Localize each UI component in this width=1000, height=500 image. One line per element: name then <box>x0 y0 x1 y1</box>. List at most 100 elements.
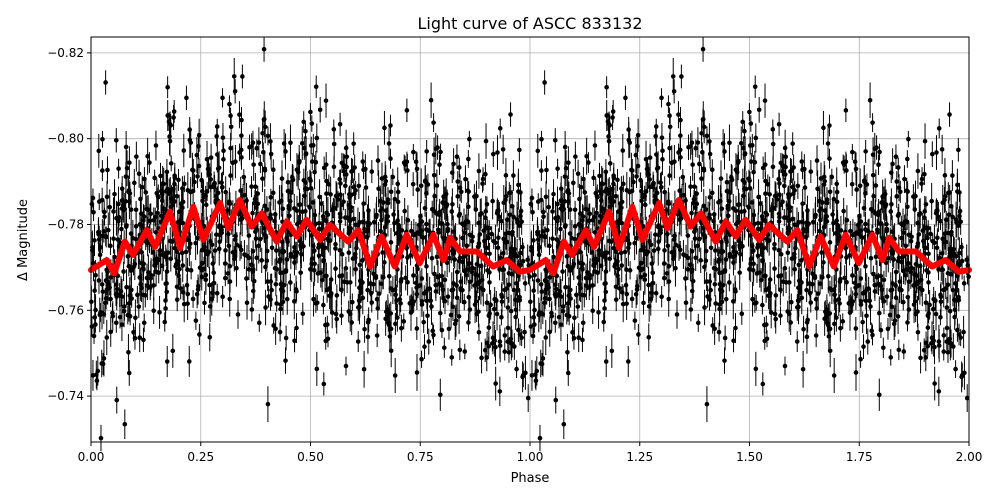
data-point <box>132 180 137 186</box>
data-point <box>723 296 729 302</box>
data-point <box>575 304 581 309</box>
data-point <box>872 289 878 294</box>
data-point <box>808 169 814 174</box>
data-point <box>795 183 801 189</box>
data-point <box>126 301 132 306</box>
data-point <box>740 178 746 183</box>
data-point <box>658 225 663 230</box>
data-point <box>382 125 387 131</box>
data-point <box>635 132 641 138</box>
data-point <box>447 255 452 261</box>
data-point <box>273 281 279 287</box>
data-point <box>207 282 212 288</box>
data-point <box>249 307 255 312</box>
data-point <box>467 136 472 142</box>
data-point <box>307 205 313 210</box>
data-point <box>280 206 286 212</box>
data-point <box>456 314 462 319</box>
data-point <box>190 296 196 302</box>
data-point <box>483 138 489 144</box>
data-point <box>843 108 849 113</box>
data-point <box>93 272 98 278</box>
data-point <box>667 173 672 178</box>
data-point <box>882 191 888 197</box>
data-point <box>319 277 325 283</box>
data-point <box>288 280 293 285</box>
data-point <box>502 333 508 338</box>
data-point <box>923 340 929 346</box>
data-point <box>539 289 545 294</box>
data-point <box>762 98 768 103</box>
data-point <box>449 209 455 214</box>
data-point <box>899 259 904 265</box>
data-point <box>409 228 414 234</box>
data-point <box>632 240 637 246</box>
data-point <box>789 299 794 305</box>
data-point <box>497 343 503 348</box>
data-point <box>956 147 961 153</box>
data-point <box>113 138 119 143</box>
data-point <box>667 124 673 130</box>
data-point <box>265 401 271 407</box>
data-point <box>303 208 308 214</box>
data-point <box>294 289 299 294</box>
data-point <box>584 153 589 159</box>
data-point <box>164 359 170 364</box>
data-point <box>748 261 753 267</box>
data-point <box>497 126 503 131</box>
data-point <box>145 153 150 159</box>
data-point <box>437 392 443 398</box>
data-point <box>146 270 151 275</box>
data-point <box>785 250 791 256</box>
data-point <box>865 339 871 344</box>
data-point <box>312 212 318 218</box>
data-point <box>602 281 608 287</box>
data-point <box>410 181 416 187</box>
data-point <box>594 193 600 199</box>
data-point <box>309 159 315 164</box>
data-point <box>388 326 394 332</box>
data-point <box>428 97 434 103</box>
data-point <box>516 327 521 333</box>
data-point <box>96 278 102 283</box>
data-point <box>540 311 546 317</box>
data-point <box>490 198 495 204</box>
data-point <box>959 258 965 264</box>
data-point <box>953 217 959 222</box>
data-point <box>923 300 929 306</box>
data-point <box>881 298 887 304</box>
data-point <box>624 267 629 273</box>
data-point <box>508 112 513 117</box>
data-point <box>902 176 907 182</box>
data-point <box>278 302 283 307</box>
data-point <box>197 265 203 271</box>
data-point <box>665 243 671 249</box>
data-point <box>395 181 401 187</box>
data-point <box>128 207 134 212</box>
data-point <box>494 311 500 317</box>
data-point <box>301 193 307 199</box>
data-point <box>277 329 283 335</box>
data-point <box>208 239 213 244</box>
data-point <box>309 121 315 126</box>
data-point <box>369 300 375 305</box>
data-point <box>226 200 232 206</box>
data-point <box>799 280 804 285</box>
data-point <box>220 294 225 299</box>
data-point <box>119 226 124 232</box>
data-point <box>560 308 566 314</box>
data-point <box>850 299 855 304</box>
data-point <box>188 140 194 145</box>
data-point <box>333 266 338 271</box>
data-point <box>688 307 694 312</box>
data-point <box>603 169 609 175</box>
data-point <box>532 307 537 313</box>
data-point <box>535 237 541 242</box>
data-point <box>163 281 169 287</box>
data-point <box>804 334 810 340</box>
data-point <box>533 378 539 383</box>
data-point <box>764 322 769 327</box>
data-point <box>141 320 147 326</box>
data-point <box>873 183 879 188</box>
data-point <box>646 304 652 309</box>
